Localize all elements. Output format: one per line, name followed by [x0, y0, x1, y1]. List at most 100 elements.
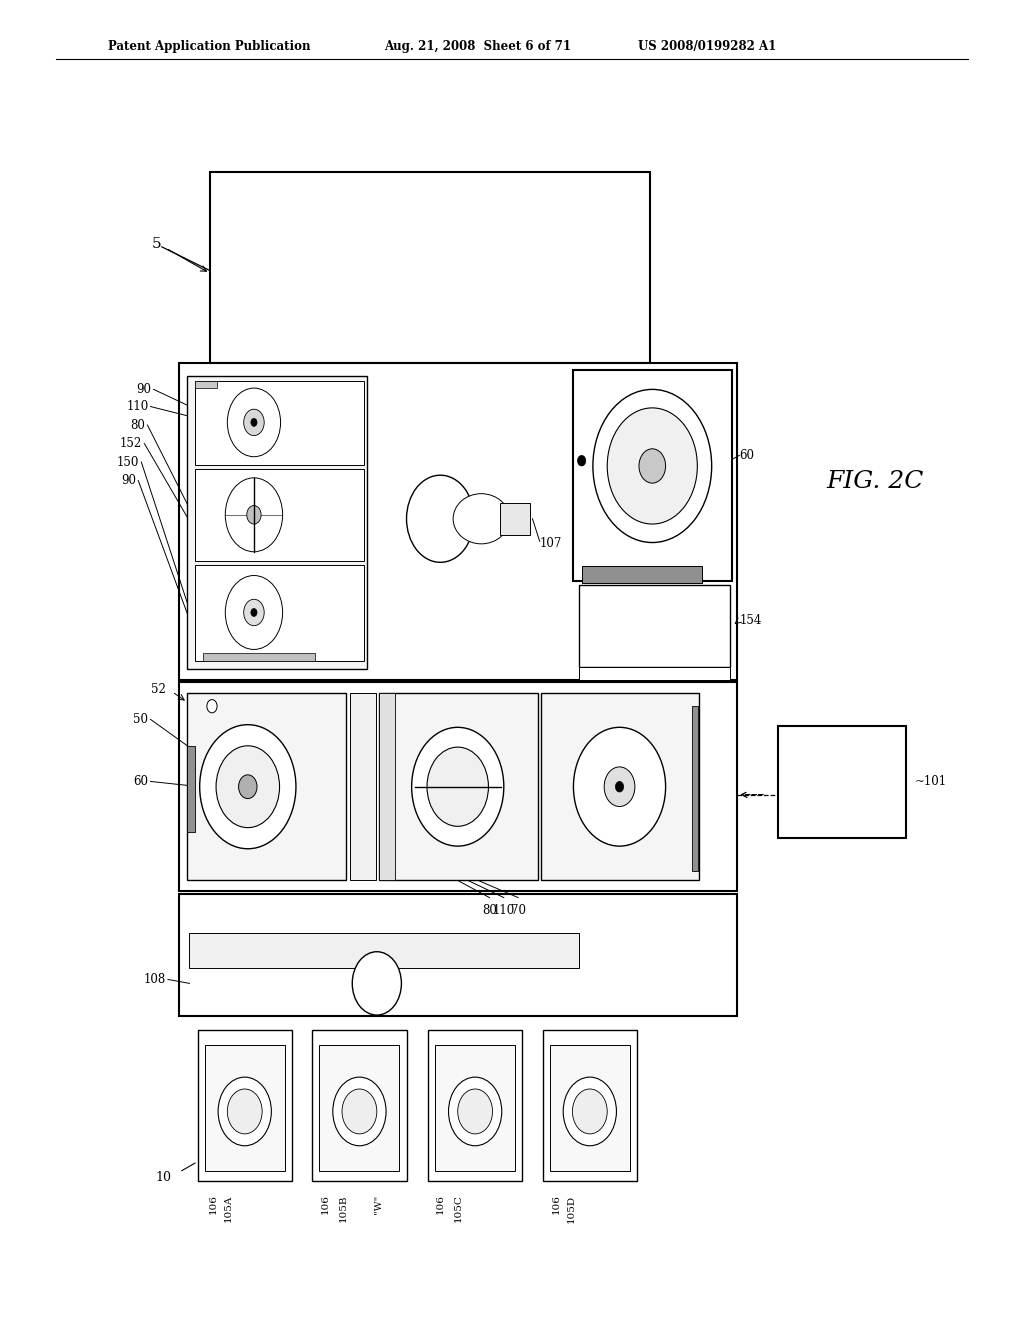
Circle shape [412, 727, 504, 846]
Bar [379, 693, 538, 880]
Text: "W": "W" [582, 1107, 598, 1115]
Circle shape [427, 747, 488, 826]
Text: 150: 150 [117, 455, 139, 469]
Ellipse shape [453, 494, 510, 544]
Text: Aug. 21, 2008  Sheet 6 of 71: Aug. 21, 2008 Sheet 6 of 71 [384, 40, 571, 53]
Circle shape [251, 609, 257, 616]
Circle shape [218, 1077, 271, 1146]
Circle shape [207, 700, 217, 713]
Circle shape [247, 506, 261, 524]
Circle shape [563, 1077, 616, 1146]
Text: 105C: 105C [455, 1195, 463, 1222]
Text: 5: 5 [152, 238, 161, 251]
Bar [435, 1045, 515, 1171]
Text: 52: 52 [151, 682, 166, 696]
Text: 60: 60 [133, 775, 148, 788]
Text: 152: 152 [120, 437, 142, 450]
Circle shape [216, 746, 280, 828]
Circle shape [458, 1089, 493, 1134]
Bar [778, 726, 906, 838]
Bar [205, 1045, 285, 1171]
Circle shape [593, 389, 712, 543]
Bar [500, 503, 530, 535]
Bar [379, 693, 395, 880]
Bar [179, 894, 737, 1016]
Text: 106: 106 [322, 1195, 330, 1214]
Text: Patent Application Publication: Patent Application Publication [108, 40, 310, 53]
Text: 10: 10 [155, 1171, 171, 1184]
Circle shape [239, 775, 257, 799]
Text: 105D: 105D [567, 1195, 575, 1222]
Text: SYSTEM
CONTROLLER: SYSTEM CONTROLLER [800, 772, 884, 791]
Text: "W": "W" [351, 1107, 368, 1115]
Circle shape [200, 725, 296, 849]
Bar [428, 1030, 522, 1181]
Circle shape [333, 1077, 386, 1146]
Text: 80: 80 [130, 418, 145, 432]
Bar [319, 1045, 399, 1171]
Bar [543, 1030, 637, 1181]
Bar [179, 363, 737, 680]
Circle shape [607, 408, 697, 524]
Text: US 2008/0199282 A1: US 2008/0199282 A1 [638, 40, 776, 53]
Text: 106: 106 [436, 1195, 444, 1214]
Text: 70: 70 [511, 904, 525, 917]
Circle shape [227, 1089, 262, 1134]
Text: 80: 80 [482, 904, 497, 917]
Circle shape [407, 475, 474, 562]
Bar [210, 172, 650, 363]
Text: 154: 154 [739, 614, 762, 627]
Circle shape [639, 449, 666, 483]
Text: 107: 107 [540, 537, 562, 550]
Bar [579, 667, 730, 680]
Bar [189, 933, 579, 968]
Circle shape [251, 418, 257, 426]
Bar [203, 653, 315, 661]
Circle shape [225, 576, 283, 649]
Text: "W": "W" [430, 515, 451, 523]
Circle shape [604, 767, 635, 807]
Bar [187, 746, 195, 832]
Text: 60: 60 [739, 449, 755, 462]
Bar [541, 693, 699, 880]
Text: 90: 90 [121, 474, 136, 487]
Text: 106: 106 [552, 1195, 560, 1214]
Circle shape [342, 1089, 377, 1134]
Bar [582, 566, 702, 583]
Bar [195, 565, 364, 661]
Text: 106: 106 [209, 1195, 217, 1214]
Bar [195, 381, 364, 465]
Text: 105B: 105B [339, 1195, 347, 1222]
Bar [573, 370, 732, 581]
Bar [195, 381, 217, 388]
Circle shape [225, 478, 283, 552]
Text: 110: 110 [126, 400, 148, 413]
Circle shape [352, 952, 401, 1015]
Bar [187, 376, 367, 669]
Text: 50: 50 [133, 713, 148, 726]
Circle shape [573, 727, 666, 846]
Circle shape [227, 388, 281, 457]
Text: FIG. 2C: FIG. 2C [826, 470, 925, 494]
Text: 110: 110 [493, 904, 515, 917]
Text: 108: 108 [143, 973, 166, 986]
Text: 105A: 105A [224, 1195, 232, 1222]
Bar [550, 1045, 630, 1171]
Circle shape [572, 1089, 607, 1134]
Bar [350, 693, 376, 880]
Circle shape [578, 455, 586, 466]
Bar [692, 706, 698, 871]
Bar [312, 1030, 407, 1181]
Circle shape [615, 781, 624, 792]
Bar [195, 469, 364, 561]
Text: "W": "W" [237, 1107, 253, 1115]
Text: "W": "W" [375, 1195, 383, 1214]
Bar [579, 585, 730, 667]
Text: ~101: ~101 [914, 775, 946, 788]
Circle shape [449, 1077, 502, 1146]
Circle shape [244, 599, 264, 626]
Text: "W": "W" [467, 1107, 483, 1115]
Text: 90: 90 [136, 383, 152, 396]
Bar [187, 693, 346, 880]
Circle shape [244, 409, 264, 436]
